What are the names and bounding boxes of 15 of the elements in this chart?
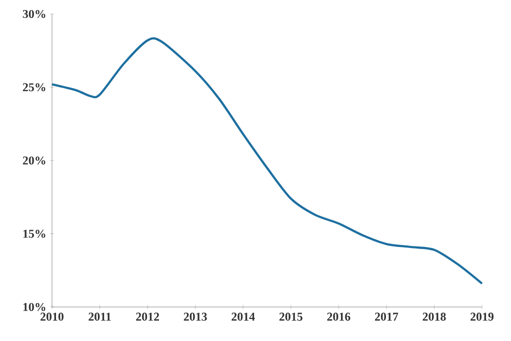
x-tick-label: 2013 xyxy=(184,312,207,321)
x-tick-label: 2010 xyxy=(40,312,64,321)
y-tick-label: 10% xyxy=(23,302,46,312)
y-tick-label: 15% xyxy=(23,230,46,238)
y-tick-label: 20% xyxy=(22,156,46,165)
x-tick-label: 2018 xyxy=(422,312,446,321)
x-tick-label: 2017 xyxy=(374,312,398,321)
x-tick-label: 2016 xyxy=(327,312,350,321)
x-tick-label: 2019 xyxy=(470,312,494,321)
x-tick-label: 2015 xyxy=(279,312,302,321)
x-tick-label: 2011 xyxy=(88,312,111,321)
y-tick-label: 25% xyxy=(22,83,46,92)
x-tick-label: 2014 xyxy=(232,312,255,321)
x-tick-label: 2012 xyxy=(136,312,160,321)
y-tick-label: 30% xyxy=(22,10,46,18)
